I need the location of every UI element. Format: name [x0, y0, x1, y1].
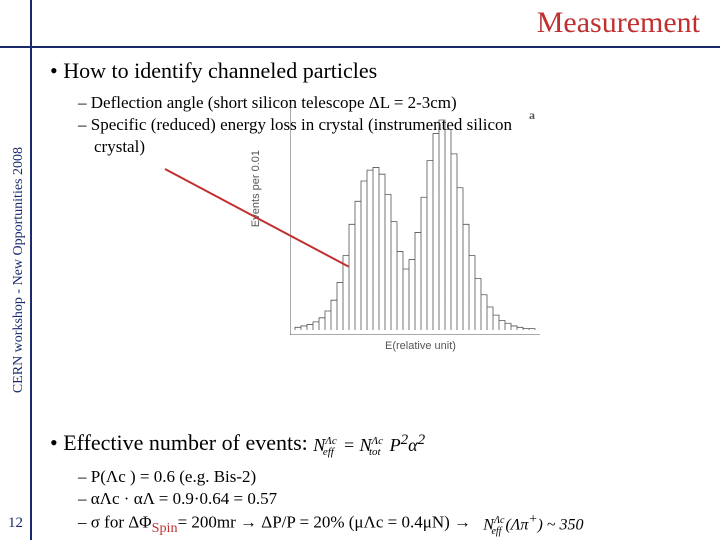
bullet-identify: • How to identify channeled particles: [50, 58, 708, 84]
sub-probability: – P(Λc ) = 0.6 (e.g. Bis-2): [78, 466, 708, 488]
bullet-effective: • Effective number of events: NΛceff = N…: [50, 430, 708, 458]
bullet-effective-text: • Effective number of events:: [50, 430, 313, 455]
sub-sigma-b: = 200mr → ΔP/P = 20% (μΛc = 0.4μN) →: [178, 513, 471, 532]
sidebar-label: CERN workshop - New Opportunities 2008: [11, 147, 27, 393]
formula-neff: NΛceff = NΛctot P2α2: [313, 432, 425, 459]
sub-sigma: – σ for ΔΦSpin= 200mr → ΔP/P = 20% (μΛc …: [78, 510, 708, 538]
page-number: 12: [8, 515, 23, 532]
sub-alpha: – αΛc · αΛ = 0.9·0.64 = 0.57: [78, 488, 708, 510]
title-bar: Measurement: [0, 0, 720, 48]
sub-sigma-a: – σ for ΔΦ: [78, 513, 152, 532]
formula-result: NΛceff (Λπ+) ~ 350: [483, 510, 583, 538]
content-section-2: • Effective number of events: NΛceff = N…: [50, 430, 708, 538]
histogram-chart: a Events per 0.01 E(relative unit): [260, 100, 550, 360]
x-axis-label: E(relative unit): [385, 340, 456, 352]
sidebar: CERN workshop - New Opportunities 2008: [8, 0, 32, 540]
histogram-svg: [290, 105, 540, 335]
page-title: Measurement: [537, 6, 700, 40]
spin-subscript: Spin: [152, 521, 178, 537]
